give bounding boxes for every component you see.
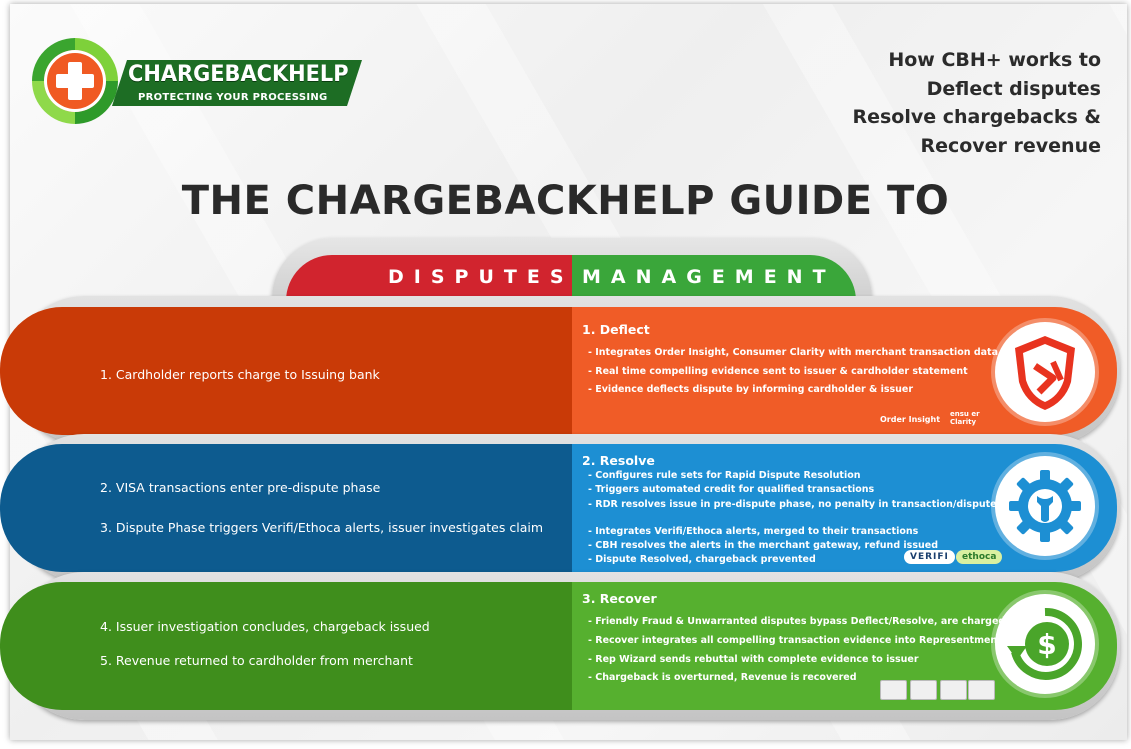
resolve-right-panel: 2. Resolve - Configures rule sets for Ra…	[572, 444, 1117, 572]
ethoca-logo: ethoca	[956, 550, 1003, 564]
deflect-bullet: - Evidence deflects dispute by informing…	[588, 384, 914, 395]
deflect-bullet: - Integrates Order Insight, Consumer Cla…	[588, 347, 998, 358]
medical-cross-icon	[54, 60, 96, 102]
gear-wrench-icon	[995, 456, 1095, 556]
resolve-bullet: - Dispute Resolved, chargeback prevented	[588, 554, 816, 565]
headline-line: Deflect disputes	[926, 77, 1101, 100]
page-title: THE CHARGEBACKHELP GUIDE TO	[181, 178, 950, 224]
deflect-row: 1. Cardholder reports charge to Issuing …	[0, 307, 1117, 435]
resolve-left-panel: 2. VISA transactions enter pre-dispute p…	[0, 444, 572, 572]
banner-left-text: DISPUTES	[388, 266, 574, 288]
banner-management	[572, 255, 856, 301]
step-text: 5. Revenue returned to cardholder from m…	[100, 653, 413, 668]
resolve-title: 2. Resolve	[582, 453, 655, 468]
headline-line: Resolve chargebacks &	[852, 106, 1101, 128]
logo-banner	[112, 60, 362, 106]
dollar-recycle-icon: $	[995, 594, 1095, 694]
recover-bullet: - Chargeback is overturned, Revenue is r…	[588, 672, 857, 683]
step-text: 1. Cardholder reports charge to Issuing …	[100, 367, 380, 382]
evidence-doc-icon	[880, 680, 907, 700]
step-text: 3. Dispute Phase triggers Verifi/Ethoca …	[100, 520, 544, 535]
headline-line: Recover revenue	[920, 134, 1101, 157]
svg-text:$: $	[1037, 628, 1056, 661]
logo-name: CHARGEBACKHELP	[128, 62, 349, 87]
resolve-bullet: - CBH resolves the alerts in the merchan…	[588, 540, 938, 551]
deflect-right-panel: 1. Deflect - Integrates Order Insight, C…	[572, 307, 1117, 435]
how-it-works-headline: How CBH+ works to Deflect disputes Resol…	[852, 46, 1101, 160]
recover-right-panel: 3. Recover - Friendly Fraud & Unwarrante…	[572, 582, 1117, 710]
step-text: 2. VISA transactions enter pre-dispute p…	[100, 480, 381, 495]
cbh-doc-icon	[968, 680, 995, 700]
deflect-left-panel: 1. Cardholder reports charge to Issuing …	[0, 307, 572, 435]
recover-row: 4. Issuer investigation concludes, charg…	[0, 582, 1117, 710]
resolve-row: 2. VISA transactions enter pre-dispute p…	[0, 444, 1117, 572]
deflect-bullet: - Real time compelling evidence sent to …	[588, 366, 968, 377]
device-doc-icon	[910, 680, 937, 700]
banner-disputes	[286, 255, 572, 301]
step-text: 4. Issuer investigation concludes, charg…	[100, 619, 430, 634]
resolve-bullet: - Triggers automated credit for qualifie…	[588, 484, 875, 495]
headline-line: How CBH+ works to	[888, 49, 1101, 71]
recover-bullet: - Friendly Fraud & Unwarranted disputes …	[588, 616, 1034, 627]
recover-bullet: - Recover integrates all compelling tran…	[588, 635, 1043, 646]
shield-arrow-icon	[995, 322, 1095, 422]
resolve-bullet: - Integrates Verifi/Ethoca alerts, merge…	[588, 526, 919, 537]
resolve-bullet: - Configures rule sets for Rapid Dispute…	[588, 470, 861, 481]
banner-right-text: MANAGEMENT	[582, 266, 836, 288]
ip-address-doc-icon	[940, 680, 967, 700]
order-insight-logo: Order Insight	[880, 415, 941, 424]
consumer-clarity-logo: ensu er Clarity	[950, 410, 980, 426]
chargebackhelp-logo: CHARGEBACKHELP PROTECTING YOUR PROCESSIN…	[32, 38, 372, 138]
logo-tagline: PROTECTING YOUR PROCESSING	[138, 92, 328, 103]
deflect-title: 1. Deflect	[582, 322, 650, 337]
recover-title: 3. Recover	[582, 591, 657, 606]
resolve-bullet: - RDR resolves issue in pre-dispute phas…	[588, 499, 1026, 510]
recover-left-panel: 4. Issuer investigation concludes, charg…	[0, 582, 572, 710]
verifi-logo: VERIFI	[904, 550, 955, 564]
recover-bullet: - Rep Wizard sends rebuttal with complet…	[588, 654, 919, 665]
